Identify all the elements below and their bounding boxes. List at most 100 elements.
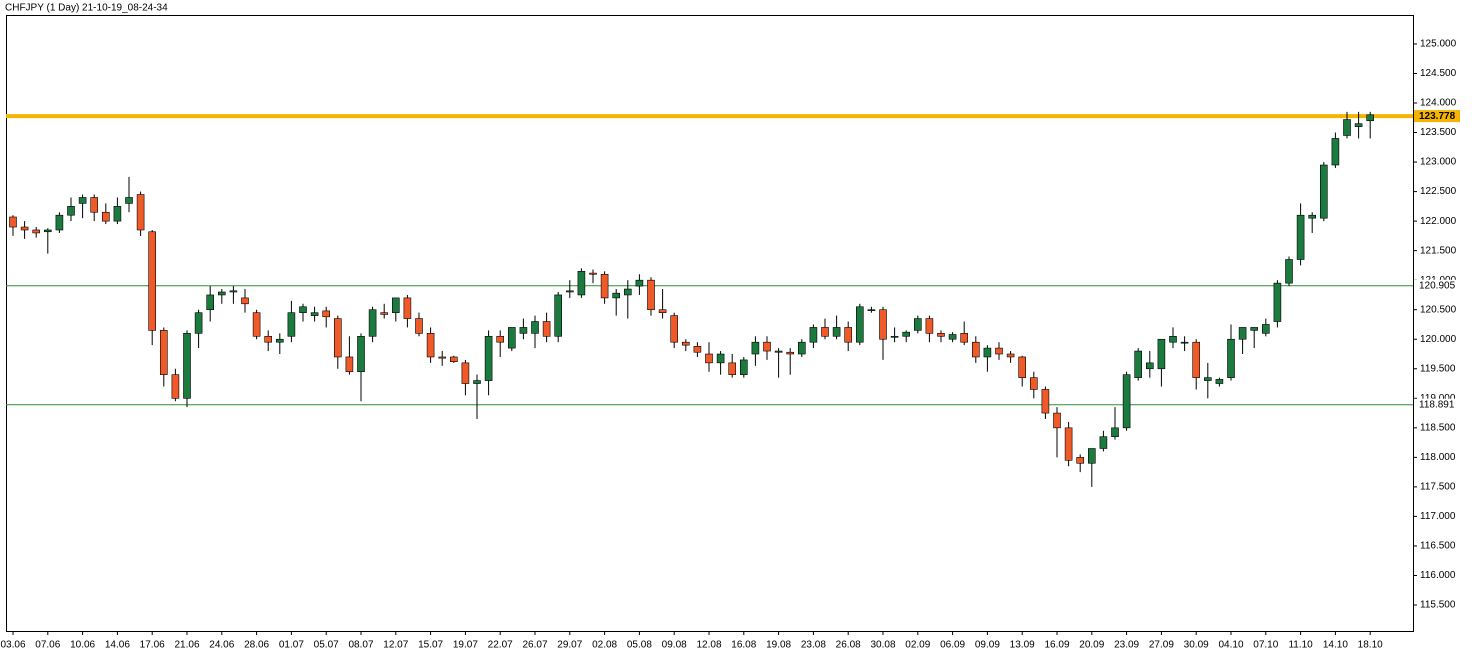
candle-body (612, 292, 621, 299)
candle-body (832, 327, 841, 337)
candle-body (368, 309, 377, 337)
candle-body (855, 306, 864, 343)
y-tick-label: 118.500 (1420, 422, 1456, 433)
candle-body (844, 327, 853, 343)
candle-body (797, 341, 806, 355)
candle-body (1238, 327, 1247, 340)
candle-body (252, 312, 261, 337)
candle-body (148, 231, 156, 331)
x-tick-label: 04.10 (1218, 640, 1243, 651)
x-tick-label: 30.08 (870, 640, 895, 651)
x-tick-label: 05.07 (314, 640, 339, 651)
y-tick-label: 123.000 (1420, 157, 1457, 168)
x-tick-label: 16.09 (1044, 640, 1069, 651)
candle-body (206, 294, 214, 311)
candle-body (102, 211, 110, 222)
candle-body (554, 294, 563, 337)
candle-body (531, 321, 539, 334)
candle-body (1366, 114, 1374, 122)
candle-body (728, 362, 737, 375)
candle-body (449, 356, 458, 362)
x-tick-label: 14.10 (1323, 640, 1348, 651)
x-tick-label: 10.06 (70, 640, 95, 651)
y-tick-label: 116.000 (1420, 570, 1456, 581)
candle-body (357, 335, 365, 373)
candle-body (751, 341, 760, 355)
candle-body (403, 297, 412, 319)
candle-body (681, 341, 690, 346)
candle-body (1064, 427, 1073, 461)
candle-body (1308, 214, 1316, 219)
x-tick-label: 09.09 (975, 640, 1000, 651)
candle-body (90, 197, 98, 213)
x-tick-label: 12.07 (383, 640, 408, 651)
candle-body (32, 229, 41, 234)
candle-body (937, 333, 945, 337)
candle-body (1343, 119, 1351, 136)
candle-body (473, 380, 481, 384)
candle-body (519, 327, 528, 334)
candle-body (1180, 341, 1189, 344)
y-tick-label: 119.000 (1420, 393, 1456, 404)
candle-body (1204, 377, 1212, 381)
level-label-box (1414, 110, 1460, 123)
candle-body (1215, 379, 1224, 384)
candle-body (43, 229, 52, 233)
candle-body (194, 312, 203, 334)
candle-body (565, 290, 574, 293)
y-tick-label: 121.500 (1420, 245, 1457, 256)
y-tick-label: 117.500 (1420, 482, 1456, 493)
candle-body (380, 312, 389, 315)
candle-body (890, 335, 899, 338)
candle-body (1146, 362, 1154, 370)
candle-body (1122, 374, 1131, 429)
x-tick-label: 02.09 (905, 640, 930, 651)
candle-body (913, 318, 922, 331)
x-tick-label: 01.07 (279, 640, 304, 651)
candle-body (971, 341, 980, 358)
candle-body (670, 315, 679, 343)
candle-body (739, 359, 748, 375)
candle-body (821, 327, 829, 337)
candle-body (415, 318, 423, 334)
candle-body (705, 353, 713, 364)
x-tick-label: 29.07 (557, 640, 582, 651)
chart-title: CHFJPY (1 Day) 21-10-19_08-24-34 (5, 3, 168, 14)
candle-body (438, 356, 447, 359)
candle-body (902, 331, 911, 337)
candle-body (1192, 341, 1200, 378)
candle-body (1053, 412, 1061, 429)
x-tick-label: 22.07 (488, 640, 513, 651)
candle-body (1285, 259, 1293, 284)
level-label: 120.905 (1419, 280, 1456, 291)
candle-body (391, 297, 400, 313)
candle-body (1006, 353, 1015, 358)
x-tick-label: 12.08 (696, 640, 721, 651)
candle-body (264, 335, 273, 343)
y-tick-label: 119.500 (1420, 363, 1456, 374)
candle-body (983, 347, 992, 358)
candle-body (310, 312, 319, 316)
candle-body (774, 350, 783, 353)
x-tick-label: 21.06 (174, 640, 199, 651)
candle-body (925, 318, 934, 334)
candle-body (183, 333, 191, 399)
x-tick-label: 20.09 (1079, 640, 1104, 651)
candle-body (1076, 457, 1084, 464)
candle-body (113, 206, 122, 222)
candle-body (125, 197, 133, 204)
level-label: 118.891 (1419, 399, 1455, 410)
candle-body (635, 279, 644, 287)
x-tick-label: 15.07 (418, 640, 443, 651)
candle-body (716, 353, 725, 364)
level-label: 123.778 (1419, 111, 1456, 122)
x-tick-label: 08.07 (348, 640, 373, 651)
candle-body (693, 346, 702, 353)
x-tick-label: 27.09 (1149, 640, 1174, 651)
x-tick-label: 07.10 (1253, 640, 1278, 651)
candle-body (1169, 335, 1177, 343)
x-tick-label: 24.06 (209, 640, 234, 651)
candle-body (647, 279, 655, 311)
y-tick-label: 118.000 (1420, 452, 1456, 463)
